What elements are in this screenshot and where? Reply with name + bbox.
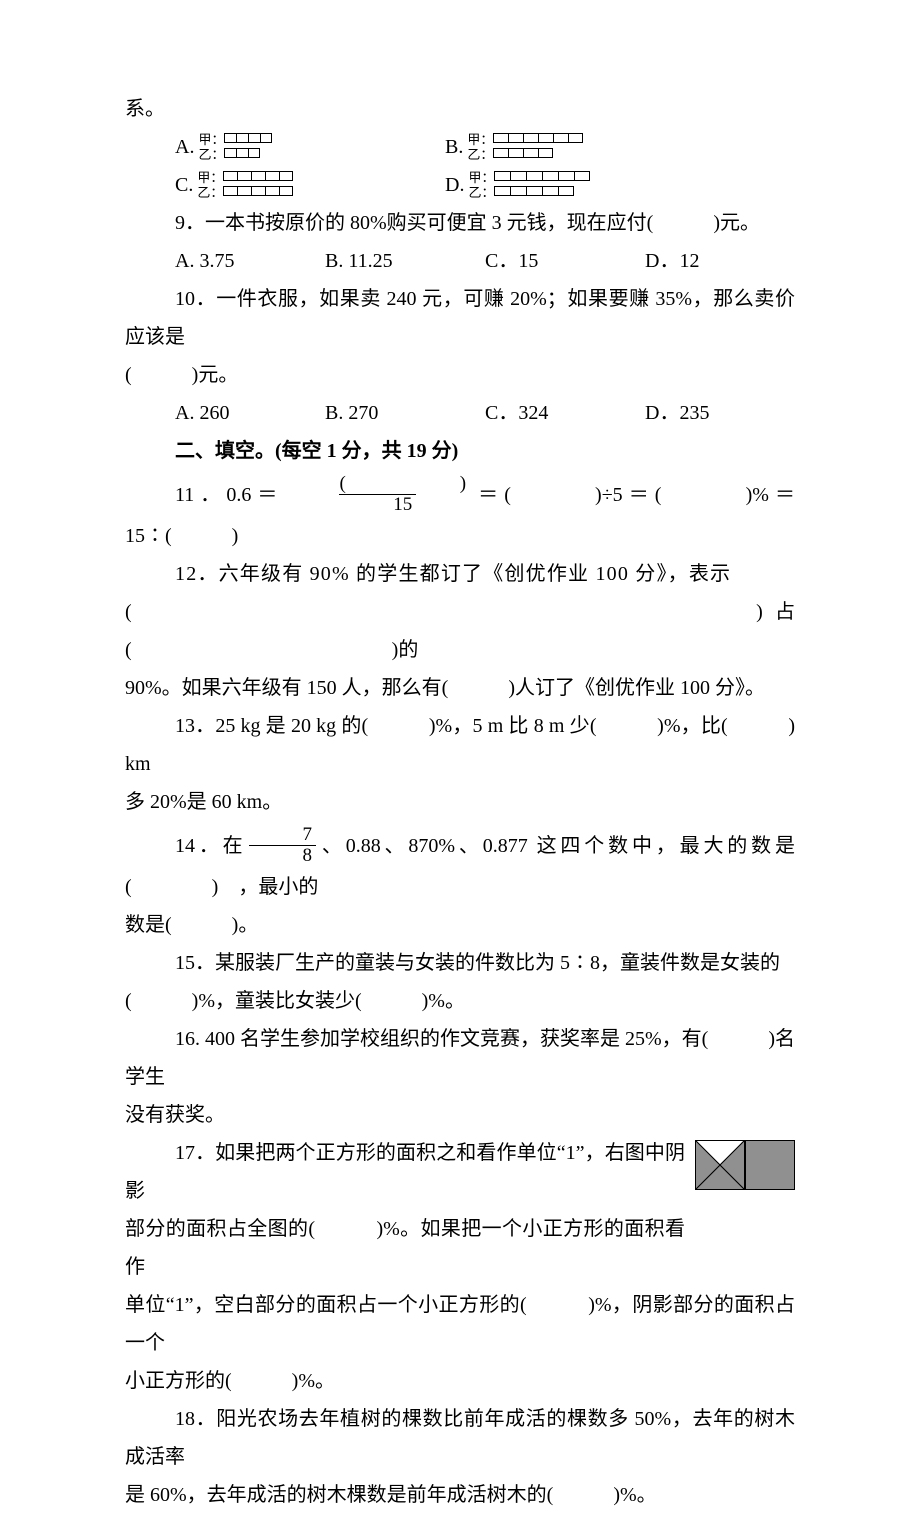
q11-den: 15: [339, 494, 416, 515]
bar-label-yi: 乙：: [197, 185, 223, 200]
square-left-icon: [695, 1140, 745, 1190]
q11: 11．0.6＝( )15＝( )÷5＝( )%＝15∶( ): [125, 476, 795, 555]
q8-opt-D: D. 甲： 乙：: [445, 166, 695, 204]
q15-b: ( )%，童装比女装少( )%。: [125, 982, 795, 1020]
q9-opt-B: B. 11.25: [325, 242, 485, 280]
bar-jia: [494, 171, 590, 184]
q9-text: 9．一本书按原价的 80%购买可便宜 3 元钱，现在应付( )元。: [125, 204, 795, 242]
q9-opts: A. 3.75 B. 11.25 C．15 D．12: [175, 242, 795, 280]
q9-opt-A: A. 3.75: [175, 242, 325, 280]
q8-opt-B: B. 甲： 乙：: [445, 128, 695, 166]
bar-yi: [223, 186, 293, 199]
bar-label-jia: 甲：: [467, 132, 493, 147]
bar-group: 甲： 乙：: [197, 170, 293, 200]
q18-a: 18．阳光农场去年植树的棵数比前年成活的棵数多 50%，去年的树木成活率: [125, 1400, 795, 1476]
q15-a: 15．某服装厂生产的童装与女装的件数比为 5∶8，童装件数是女装的: [125, 944, 795, 982]
q14-frac: 78: [249, 825, 317, 866]
bar-yi: [224, 148, 260, 161]
q9-opt-C: C．15: [485, 242, 645, 280]
q8-opt-C: C. 甲： 乙：: [175, 166, 445, 204]
opt-label: B.: [445, 128, 463, 166]
q10-opt-C: C．324: [485, 394, 645, 432]
q17-b: 部分的面积占全图的( )%。如果把一个小正方形的面积看作: [125, 1210, 795, 1286]
q8-row-1: A. 甲： 乙： B. 甲： 乙：: [175, 128, 795, 166]
q17-c: 单位“1”，空白部分的面积占一个小正方形的( )%，阴影部分的面积占一个: [125, 1286, 795, 1362]
section-2-title: 二、填空。(每空 1 分，共 19 分): [125, 432, 795, 470]
bar-label-jia: 甲：: [197, 170, 223, 185]
q10-text-b: ( )元。: [125, 356, 795, 394]
bar-group: 甲： 乙：: [198, 132, 272, 162]
bar-yi: [493, 148, 553, 161]
intro-tail: 系。: [125, 90, 795, 128]
q10-opt-A: A. 260: [175, 394, 325, 432]
bar-jia: [224, 133, 272, 146]
q16-a: 16. 400 名学生参加学校组织的作文竞赛，获奖率是 25%，有( )名学生: [125, 1020, 795, 1096]
bar-label-yi: 乙：: [468, 185, 494, 200]
q13-a: 13．25 kg 是 20 kg 的( )%，5 m 比 8 m 少( )%，比…: [125, 707, 795, 783]
q11-frac: ( )15: [285, 474, 470, 515]
q10-opts: A. 260 B. 270 C．324 D．235: [175, 394, 795, 432]
q12-a: 12．六年级有 90% 的学生都订了《创优作业 100 分》，表示: [125, 555, 795, 593]
bar-label-yi: 乙：: [198, 147, 224, 162]
q11-pre: 11．0.6＝: [175, 484, 283, 506]
bar-label-jia: 甲：: [198, 132, 224, 147]
bar-jia: [223, 171, 293, 184]
q18-b: 是 60%，去年成活的树木棵数是前年成活树木的( )%。: [125, 1476, 795, 1514]
bar-label-jia: 甲：: [468, 170, 494, 185]
opt-label: C.: [175, 166, 193, 204]
q17: 17．如果把两个正方形的面积之和看作单位“1”，右图中阴影 部分的面积占全图的(…: [125, 1134, 795, 1400]
bar-group: 甲： 乙：: [467, 132, 583, 162]
q12-b: ( )占( )的: [125, 593, 795, 669]
q12-c: 90%。如果六年级有 150 人，那么有( )人订了《创优作业 100 分》。: [125, 669, 795, 707]
q10-text-a: 10．一件衣服，如果卖 240 元，可赚 20%；如果要赚 35%，那么卖价应该…: [125, 280, 795, 356]
opt-label: A.: [175, 128, 194, 166]
square-right-icon: [745, 1140, 795, 1190]
q14-num: 7: [249, 825, 317, 845]
bar-label-yi: 乙：: [467, 147, 493, 162]
opt-label: D.: [445, 166, 464, 204]
q14-pre: 14．在: [175, 835, 247, 857]
q10-opt-D: D．235: [645, 394, 785, 432]
q16-b: 没有获奖。: [125, 1096, 795, 1134]
bar-jia: [493, 133, 583, 146]
q14-tail: 数是( )。: [125, 906, 795, 944]
q17-figure: [695, 1140, 795, 1190]
q14: 14．在78、0.88、870%、0.877 这四个数中，最大的数是( ) ，最…: [125, 827, 795, 906]
q8-opt-A: A. 甲： 乙：: [175, 128, 445, 166]
q14-den: 8: [249, 845, 317, 866]
bar-yi: [494, 186, 574, 199]
q8-row-2: C. 甲： 乙： D. 甲： 乙：: [175, 166, 795, 204]
q9-opt-D: D．12: [645, 242, 785, 280]
q11-num: ( ): [285, 474, 470, 494]
q10-opt-B: B. 270: [325, 394, 485, 432]
q13-b: 多 20%是 60 km。: [125, 783, 795, 821]
q17-d: 小正方形的( )%。: [125, 1362, 795, 1400]
bar-group: 甲： 乙：: [468, 170, 590, 200]
